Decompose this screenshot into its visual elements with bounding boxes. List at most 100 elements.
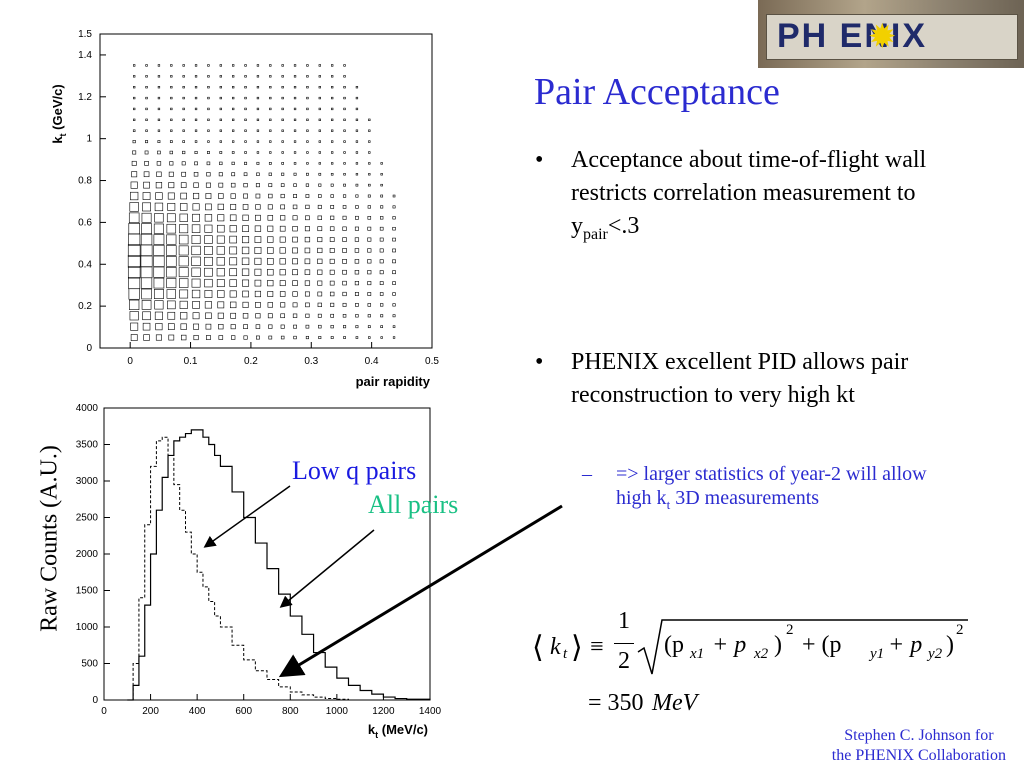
density-box bbox=[216, 235, 225, 244]
density-box bbox=[153, 223, 164, 234]
density-box bbox=[204, 301, 212, 309]
density-box bbox=[392, 314, 396, 318]
density-box bbox=[392, 205, 396, 209]
density-box bbox=[170, 118, 173, 121]
density-box bbox=[367, 237, 372, 242]
density-box bbox=[267, 291, 274, 297]
eq-mid: + (p bbox=[802, 632, 842, 658]
density-box bbox=[194, 150, 198, 154]
density-box bbox=[293, 107, 297, 111]
density-box bbox=[269, 118, 272, 121]
density-box bbox=[182, 129, 185, 132]
density-box bbox=[367, 248, 372, 253]
density-box bbox=[280, 313, 285, 319]
density-box bbox=[157, 86, 161, 89]
density-box bbox=[205, 193, 212, 199]
density-box bbox=[205, 323, 212, 330]
density-box bbox=[145, 140, 149, 144]
density-box bbox=[343, 140, 346, 143]
density-box bbox=[166, 256, 177, 267]
density-box bbox=[219, 75, 222, 78]
density-box bbox=[293, 118, 297, 121]
density-box bbox=[127, 255, 141, 268]
density-box bbox=[157, 118, 161, 121]
eq-frac-num: 1 bbox=[618, 608, 630, 634]
density-box bbox=[231, 161, 235, 165]
y-tick-label: 0 bbox=[86, 343, 92, 354]
density-box bbox=[279, 291, 286, 297]
density-box bbox=[330, 325, 334, 329]
density-box bbox=[242, 236, 250, 244]
density-box bbox=[167, 300, 176, 310]
density-box bbox=[232, 86, 235, 89]
density-box bbox=[331, 64, 334, 67]
density-box bbox=[182, 150, 186, 155]
density-box bbox=[329, 226, 335, 231]
density-box bbox=[169, 161, 174, 166]
density-box bbox=[143, 334, 150, 341]
density-box bbox=[154, 311, 163, 320]
density-box bbox=[216, 268, 225, 277]
density-box bbox=[355, 107, 359, 111]
density-box bbox=[132, 150, 137, 155]
density-box bbox=[342, 215, 347, 220]
density-box bbox=[379, 237, 384, 242]
density-box bbox=[392, 303, 396, 307]
density-box bbox=[267, 236, 274, 243]
density-box bbox=[204, 278, 213, 288]
density-box bbox=[204, 267, 213, 277]
density-box bbox=[331, 75, 334, 78]
credit-line-2: the PHENIX Collaboration bbox=[831, 747, 1006, 764]
x-axis-label: kt (MeV/c) bbox=[368, 722, 428, 740]
x-tick-label: 0.5 bbox=[425, 356, 439, 367]
density-box bbox=[355, 336, 359, 339]
density-box bbox=[380, 336, 383, 339]
density-box bbox=[268, 193, 273, 199]
density-box bbox=[207, 75, 210, 78]
density-box bbox=[242, 290, 249, 298]
density-box bbox=[368, 129, 371, 132]
logo-text: PH ENIX bbox=[777, 17, 928, 55]
density-box bbox=[281, 172, 285, 176]
density-box bbox=[167, 311, 176, 320]
y-tick-label: 0.8 bbox=[78, 176, 92, 187]
density-box bbox=[331, 118, 334, 121]
density-box bbox=[153, 277, 165, 289]
density-box bbox=[269, 151, 272, 154]
density-box bbox=[317, 291, 323, 297]
density-box bbox=[367, 226, 372, 231]
density-box bbox=[179, 289, 189, 299]
density-box bbox=[157, 64, 161, 67]
eq-py2: y2 bbox=[928, 646, 943, 662]
density-box bbox=[269, 129, 272, 132]
density-box bbox=[279, 258, 286, 265]
density-box bbox=[230, 203, 237, 210]
density-box bbox=[219, 161, 223, 166]
density-box bbox=[241, 268, 250, 276]
density-box bbox=[368, 173, 371, 176]
density-box bbox=[191, 224, 201, 233]
density-box bbox=[194, 129, 198, 132]
density-box bbox=[168, 334, 175, 341]
y-tick-label: 0.4 bbox=[78, 259, 92, 270]
density-box bbox=[268, 335, 273, 340]
density-box bbox=[330, 205, 335, 209]
density-box bbox=[293, 75, 297, 78]
density-box bbox=[367, 205, 371, 209]
density-box bbox=[380, 216, 384, 220]
eq-result-unit: MeV bbox=[652, 690, 698, 716]
density-box bbox=[166, 213, 176, 223]
density-box bbox=[178, 234, 189, 245]
eq-close2: ) bbox=[946, 632, 954, 658]
sun-icon: ✹ bbox=[868, 19, 897, 56]
density-box bbox=[218, 324, 224, 330]
density-box bbox=[368, 151, 371, 154]
x-tick-label: 1000 bbox=[326, 706, 349, 717]
y-tick-label: 3500 bbox=[76, 440, 99, 451]
arrow-low-q bbox=[203, 485, 291, 548]
density-box bbox=[256, 151, 260, 154]
y-tick-label: 1 bbox=[86, 134, 92, 145]
density-box bbox=[229, 235, 237, 244]
density-box bbox=[354, 226, 359, 231]
density-box bbox=[330, 215, 335, 220]
